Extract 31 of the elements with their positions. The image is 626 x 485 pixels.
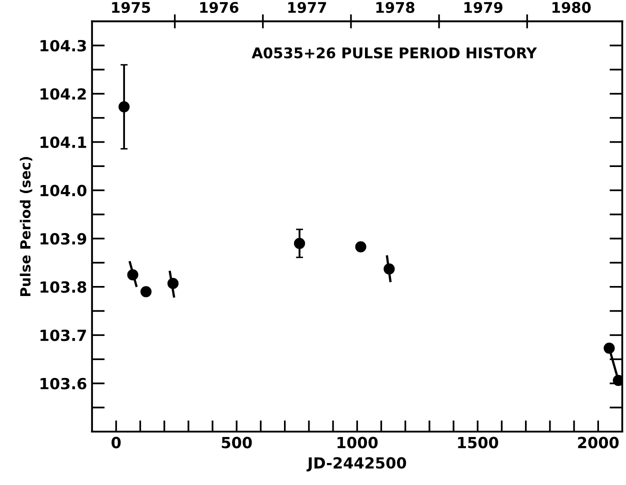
y-tick-label: 103.6 — [40, 378, 86, 390]
x-tick-label: 500 — [222, 436, 252, 448]
x-tick-label: 2000 — [578, 436, 619, 448]
x-tick-label: 1500 — [458, 436, 498, 448]
y-tick-label: 104.0 — [40, 184, 86, 196]
y-tick-label: 103.7 — [40, 330, 86, 342]
x2-tick-label: 1977 — [288, 2, 326, 13]
point — [355, 241, 366, 252]
point — [167, 278, 179, 290]
x-tick-label: 1000 — [338, 436, 378, 448]
point — [384, 263, 395, 275]
y-tick-label: 103.8 — [40, 281, 86, 293]
x2-tick-label: 1975 — [112, 2, 150, 13]
x2-tick-label: 1979 — [464, 2, 502, 13]
point — [604, 342, 615, 354]
x-axis-title: JD-2442500 — [306, 457, 406, 472]
point — [612, 374, 622, 386]
x2-tick-label: 1978 — [376, 2, 414, 13]
y-tick-label: 104.1 — [40, 136, 86, 148]
point — [140, 286, 152, 298]
point — [127, 269, 138, 280]
x2-tick-label: 1976 — [200, 2, 238, 13]
text: A0535+26 PULSE PERIOD HISTORY — [252, 47, 537, 58]
y-tick-label: 103.9 — [40, 233, 86, 245]
point — [118, 101, 130, 112]
point — [294, 238, 306, 249]
x2-tick-label: 1980 — [552, 2, 591, 13]
y-tick-label: 104.3 — [40, 40, 86, 52]
y-tick-label: 104.2 — [40, 88, 86, 100]
y-axis-title: Pulse Period (sec) — [20, 156, 32, 296]
x-tick-label: 0 — [112, 436, 121, 448]
